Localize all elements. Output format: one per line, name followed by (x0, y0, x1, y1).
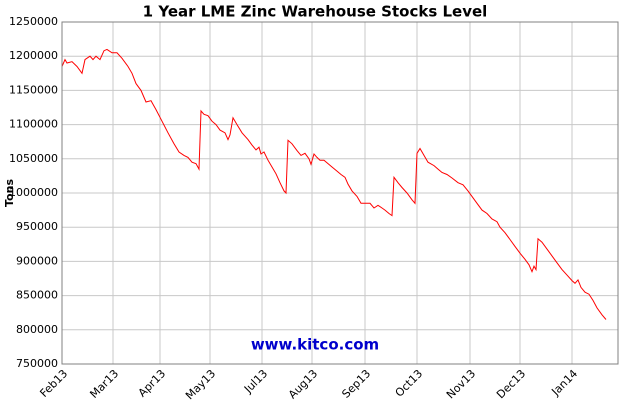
data-line (61, 48, 607, 320)
y-tick-label: 850000 (16, 289, 58, 302)
y-tick-label: 1200000 (9, 49, 58, 62)
y-tick-label: 900000 (16, 254, 58, 267)
x-tick-label: Dec13 (494, 367, 528, 400)
x-tick-label: Apr13 (136, 367, 169, 400)
x-tick-label: Aug13 (286, 367, 320, 400)
watermark: www.kitco.com (251, 336, 379, 354)
x-tick-label: Feb13 (37, 367, 70, 400)
y-tick-label: 1100000 (9, 118, 58, 131)
x-tick-label: May13 (183, 367, 218, 400)
y-tick-label: 950000 (16, 220, 58, 233)
grid (61, 21, 618, 365)
y-tick-label: 750000 (16, 357, 58, 370)
y-tick-label: 800000 (16, 323, 58, 336)
chart-title: 1 Year LME Zinc Warehouse Stocks Level (143, 3, 488, 21)
x-tick-label: Jul13 (241, 367, 270, 396)
x-tick-label: Nov13 (444, 367, 478, 400)
x-tick-label: Mar13 (87, 367, 121, 400)
y-tick-label: 1000000 (9, 186, 58, 199)
y-tick-label: 1150000 (9, 83, 58, 96)
y-tick-label: 1250000 (9, 15, 58, 28)
x-tick-label: Jan14 (548, 367, 580, 399)
y-axis-label: Tons (3, 179, 16, 207)
plot (61, 48, 607, 320)
plot-frame (61, 21, 619, 365)
x-tick-label: Oct13 (393, 367, 426, 400)
x-tick-label: Sep13 (339, 367, 373, 400)
y-tick-label: 1050000 (9, 152, 58, 165)
